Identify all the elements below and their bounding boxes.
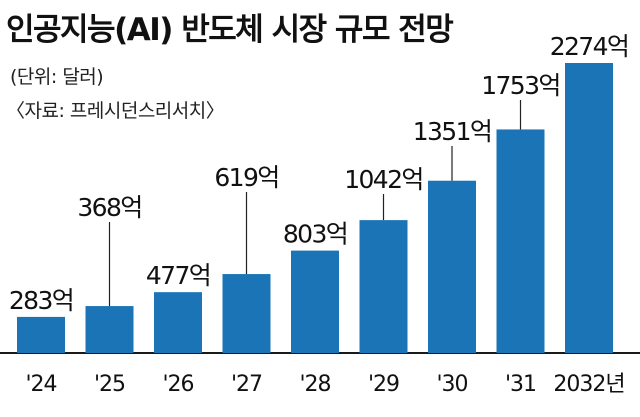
bar-8 <box>565 63 613 353</box>
bar-5 <box>359 220 408 353</box>
category-label-4: '28 <box>299 372 330 397</box>
category-label-5: '29 <box>368 372 399 397</box>
source-note: 〈자료: 프레시던스리서치〉 <box>6 100 225 122</box>
bar-7 <box>496 129 545 353</box>
value-label-6: 1351억 <box>413 117 492 146</box>
category-label-6: '30 <box>436 372 467 397</box>
category-label-1: '25 <box>94 372 125 397</box>
value-label-2: 477억 <box>146 261 210 290</box>
unit-note: (단위: 달러) <box>10 66 104 88</box>
category-label-8: 2032년 <box>553 372 624 397</box>
bar-1 <box>85 306 134 353</box>
bar-4 <box>291 250 339 353</box>
category-label-3: '27 <box>231 372 262 397</box>
chart-title: 인공지능(AI) 반도체 시장 규모 전망 <box>6 12 454 48</box>
category-label-0: '24 <box>25 372 56 397</box>
bar-0 <box>17 316 65 353</box>
value-label-5: 1042억 <box>344 165 423 194</box>
value-label-4: 803억 <box>283 220 347 249</box>
bar-6 <box>428 180 476 353</box>
category-label-2: '26 <box>162 372 193 397</box>
value-label-0: 283억 <box>9 286 73 315</box>
value-label-1: 368억 <box>77 193 141 222</box>
bar-2 <box>154 292 202 353</box>
bars-group: 283억 '24 368억 '25 477억 '26 619억 '27 803억 '28 1042억… <box>9 32 630 397</box>
value-label-8: 2274억 <box>550 32 629 61</box>
value-label-3: 619억 <box>214 163 278 192</box>
category-label-7: '31 <box>505 372 536 397</box>
bar-3 <box>222 274 271 353</box>
value-label-7: 1753억 <box>481 71 560 100</box>
